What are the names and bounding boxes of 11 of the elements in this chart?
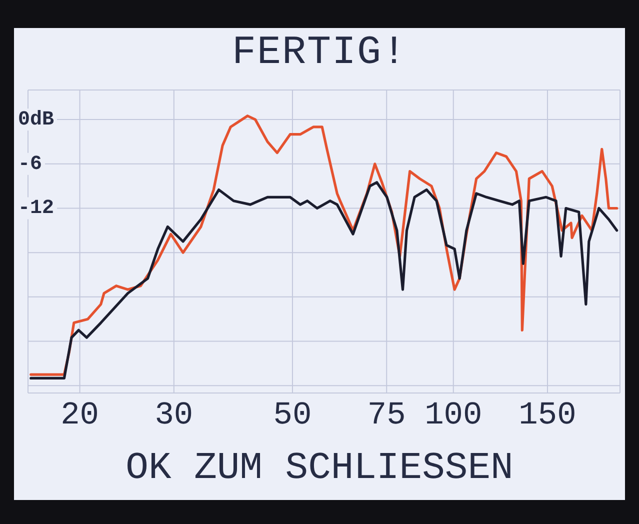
text: OK ZUM SCHLIESSEN [124,446,514,492]
x-tick-label: 30 [154,396,194,434]
x-tick-label: 100 [424,396,482,434]
y-tick-label: 0dB [18,108,54,132]
y-tick-label: -6 [18,152,42,176]
chart-title: FERTIG! [230,30,408,78]
x-tick-label: 150 [518,396,576,434]
x-tick-label: 20 [60,396,99,434]
x-tick-label: 50 [273,396,312,434]
x-tick-label: 75 [367,396,406,434]
y-tick-label: -12 [18,196,54,220]
